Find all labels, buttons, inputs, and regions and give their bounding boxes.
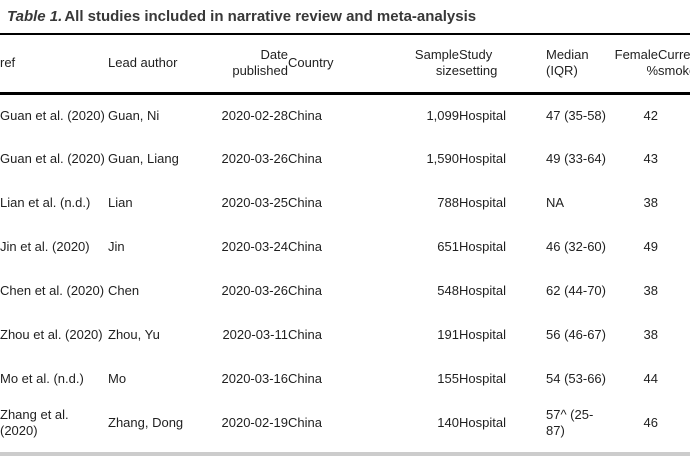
cell-sample_size: 788	[437, 194, 459, 210]
cell-lead_author: Guan, Ni	[108, 107, 160, 123]
table-row: Jin et al. (2020) Jin 2020-03-24 China 651 Ho…	[0, 225, 690, 269]
cell-sample_size: 1,099	[426, 107, 459, 123]
header-row: ref Lead author Date published Country Sampl…	[0, 35, 690, 95]
table-row: Guan et al. (2020) Guan, Liang 2020-03-26 C…	[0, 137, 690, 181]
cell-female_pct: 43	[643, 150, 658, 166]
cell-date_published: 2020-03-26	[221, 282, 289, 298]
cell-date_published: 2020-02-28	[221, 107, 289, 123]
column-header-study_setting: Study setting	[459, 35, 546, 95]
cell-lead_author: Guan, Liang	[108, 150, 179, 166]
column-header-lead_author: Lead author	[108, 35, 208, 95]
table-row: Zhang et al. (2020) Zhang, Dong 2020-02-19…	[0, 401, 690, 445]
cell-female_pct: 38	[643, 326, 658, 342]
cell-current_smoker	[658, 93, 690, 137]
table-title: Table 1. All studies included in narrativ…	[7, 6, 690, 27]
table-row: Guan et al. (2020) Guan, Ni 2020-02-28 Chin…	[0, 93, 690, 137]
cell-country: China	[288, 194, 322, 210]
column-header-current_smoker: Current smoker	[658, 35, 690, 95]
cell-date_published: 2020-03-16	[221, 370, 289, 386]
cell-ref: Guan et al. (2020)	[0, 107, 105, 123]
cell-current_smoker	[658, 225, 690, 269]
cell-lead_author: Mo	[108, 370, 127, 386]
cell-study_setting: Hospital	[459, 282, 506, 298]
cell-median_iqr: 57^ (25-87)	[546, 406, 594, 439]
cell-study_setting: Hospital	[459, 370, 506, 386]
cell-study_setting: Hospital	[459, 414, 506, 430]
cell-sample_size: 651	[437, 238, 459, 254]
table-row: Lian et al. (n.d.) Lian 2020-03-25 China 788…	[0, 181, 690, 225]
cell-current_smoker	[658, 313, 690, 357]
cell-ref: Chen et al. (2020)	[0, 282, 105, 298]
cell-median_iqr: 47 (35-58)	[546, 107, 606, 123]
cell-ref: Jin et al. (2020)	[0, 238, 90, 254]
cell-median_iqr: 56 (46-67)	[546, 326, 606, 342]
cell-country: China	[288, 238, 322, 254]
cell-sample_size: 1,590	[426, 150, 459, 166]
cell-country: China	[288, 282, 322, 298]
studies-table: ref Lead author Date published Country Sampl…	[0, 35, 690, 445]
cell-date_published: 2020-03-26	[221, 150, 289, 166]
cell-sample_size: 548	[437, 282, 459, 298]
cell-ref: Mo et al. (n.d.)	[0, 370, 84, 386]
cell-female_pct: 42	[643, 107, 658, 123]
cell-ref: Lian et al. (n.d.)	[0, 194, 91, 210]
column-header-ref: ref	[0, 35, 108, 95]
cell-country: China	[288, 107, 322, 123]
cell-study_setting: Hospital	[459, 150, 506, 166]
cell-median_iqr: 46 (32-60)	[546, 238, 606, 254]
bottom-divider	[0, 452, 690, 456]
cell-current_smoker	[658, 357, 690, 401]
table-body: Guan et al. (2020) Guan, Ni 2020-02-28 Chin…	[0, 93, 690, 445]
cell-country: China	[288, 414, 322, 430]
cell-lead_author: Lian	[108, 194, 133, 210]
cell-female_pct: 44	[643, 370, 658, 386]
column-header-country: Country	[288, 35, 352, 95]
cell-female_pct: 38	[643, 282, 658, 298]
cell-country: China	[288, 150, 322, 166]
title-divider	[0, 33, 690, 35]
table-row: Chen et al. (2020) Chen 2020-03-26 China 548…	[0, 269, 690, 313]
cell-study_setting: Hospital	[459, 238, 506, 254]
cell-sample_size: 191	[437, 326, 459, 342]
table-title-label: Table 1.	[7, 8, 63, 25]
column-header-female_pct: Female %	[607, 35, 658, 95]
cell-lead_author: Chen	[108, 282, 140, 298]
cell-study_setting: Hospital	[459, 107, 506, 123]
cell-ref: Guan et al. (2020)	[0, 150, 105, 166]
cell-female_pct: 46	[643, 414, 658, 430]
cell-date_published: 2020-02-19	[221, 414, 289, 430]
cell-lead_author: Zhang, Dong	[108, 414, 184, 430]
cell-current_smoker	[658, 181, 690, 225]
cell-date_published: 2020-03-11	[222, 326, 288, 342]
cell-sample_size: 155	[437, 370, 459, 386]
cell-country: China	[288, 326, 322, 342]
column-header-date_published: Date published	[208, 35, 288, 95]
table-title-text: All studies included in narrative review…	[64, 8, 477, 25]
cell-sample_size: 140	[437, 414, 459, 430]
cell-female_pct: 38	[643, 194, 658, 210]
cell-female_pct: 49	[643, 238, 658, 254]
cell-date_published: 2020-03-25	[221, 194, 289, 210]
column-header-median_iqr: Median (IQR)	[546, 35, 607, 95]
cell-current_smoker	[658, 137, 690, 181]
cell-median_iqr: 49 (33-64)	[546, 150, 606, 166]
table-row: Zhou et al. (2020) Zhou, Yu 2020-03-11 Chin…	[0, 313, 690, 357]
cell-current_smoker	[658, 401, 690, 445]
cell-ref: Zhang et al. (2020)	[0, 406, 69, 439]
table-row: Mo et al. (n.d.) Mo 2020-03-16 China 155 Hosp…	[0, 357, 690, 401]
cell-country: China	[288, 370, 322, 386]
column-header-sample_size: Sample size	[352, 35, 459, 95]
cell-lead_author: Zhou, Yu	[108, 326, 160, 342]
cell-study_setting: Hospital	[459, 326, 506, 342]
cell-date_published: 2020-03-24	[221, 238, 289, 254]
cell-study_setting: Hospital	[459, 194, 506, 210]
cell-lead_author: Jin	[108, 238, 125, 254]
cell-median_iqr: 62 (44-70)	[546, 282, 606, 298]
cell-ref: Zhou et al. (2020)	[0, 326, 103, 342]
cell-median_iqr: NA	[546, 194, 565, 210]
cell-current_smoker	[658, 269, 690, 313]
cell-median_iqr: 54 (53-66)	[546, 370, 606, 386]
